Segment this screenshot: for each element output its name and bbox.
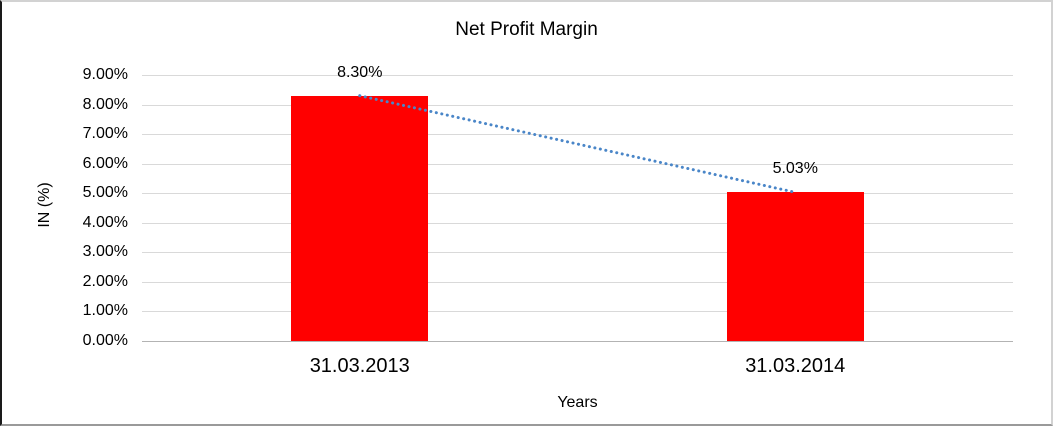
x-category-label: 31.03.2014 [745, 355, 846, 377]
gridline [142, 222, 1013, 224]
bar-data-label: 8.30% [337, 63, 383, 81]
gridline [142, 341, 1013, 342]
plot-area: 8.30% 5.03% [142, 64, 1013, 342]
gridline [142, 252, 1013, 254]
gridline [142, 134, 1013, 136]
y-axis-ticks: 9.00% 8.00% 7.00% 6.00% 5.00% 4.00% 3.00% 2.00%… [2, 66, 128, 349]
y-tick-label: 3.00% [82, 243, 128, 261]
y-tick-label: 6.00% [82, 154, 128, 172]
gridline [142, 75, 1013, 76]
y-tick-label: 7.00% [82, 125, 128, 143]
gridline [142, 104, 1013, 106]
y-tick-label: 2.00% [82, 272, 128, 290]
x-axis-labels: 31.03.2013 31.03.2014 [142, 354, 1013, 380]
y-tick-label: 9.00% [82, 66, 128, 83]
y-tick-label: 8.00% [82, 95, 128, 113]
y-tick-label: 1.00% [82, 302, 128, 320]
chart-title: Net Profit Margin [455, 19, 598, 40]
trendline [358, 94, 797, 194]
gridline [142, 193, 1013, 195]
bar-data-label: 5.03% [772, 160, 818, 178]
gridline [142, 163, 1013, 165]
trendline-segment [358, 94, 797, 194]
y-tick-label: 5.00% [82, 184, 128, 202]
bar [726, 192, 864, 341]
y-tick-label: 0.00% [82, 332, 128, 349]
x-axis-title: Years [557, 394, 598, 411]
x-category-label: 31.03.2013 [309, 355, 410, 377]
gridline [142, 281, 1013, 283]
gridline [142, 311, 1013, 313]
bar [291, 95, 429, 341]
y-tick-label: 4.00% [82, 213, 128, 231]
